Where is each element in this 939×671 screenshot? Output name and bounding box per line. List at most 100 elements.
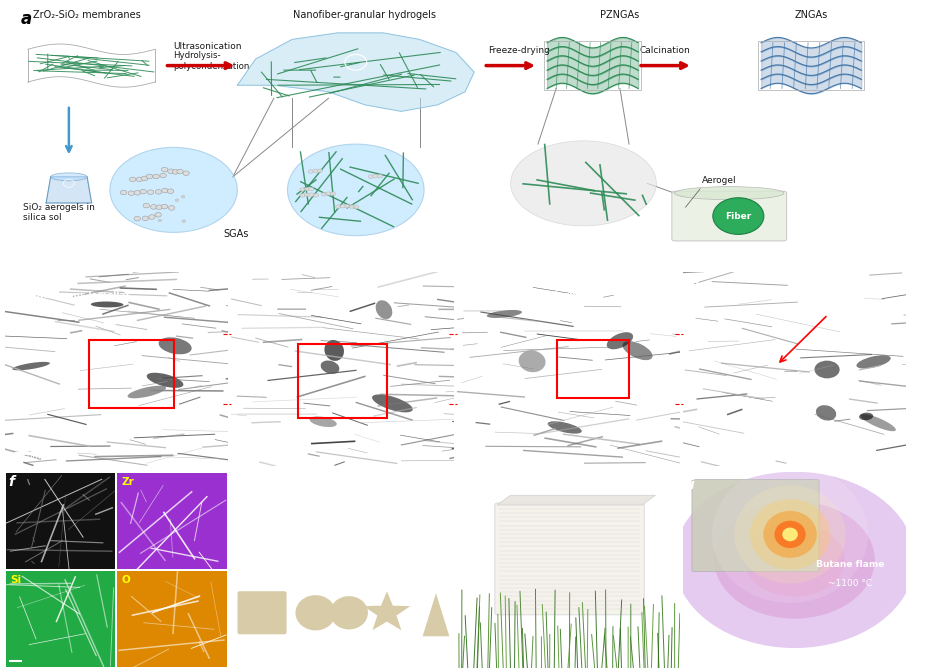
Circle shape bbox=[168, 205, 175, 210]
Ellipse shape bbox=[607, 332, 633, 350]
Ellipse shape bbox=[547, 421, 582, 433]
Polygon shape bbox=[423, 593, 450, 636]
Ellipse shape bbox=[859, 413, 873, 420]
Circle shape bbox=[313, 169, 318, 172]
Circle shape bbox=[775, 521, 806, 548]
Text: a: a bbox=[21, 10, 32, 28]
Circle shape bbox=[142, 216, 148, 221]
Ellipse shape bbox=[51, 173, 87, 180]
Circle shape bbox=[167, 189, 174, 193]
Circle shape bbox=[712, 466, 869, 603]
Circle shape bbox=[331, 192, 335, 195]
Circle shape bbox=[168, 169, 174, 174]
Text: Aerogel: Aerogel bbox=[701, 176, 736, 185]
Text: Hydrolysis-
polycondensation: Hydrolysis- polycondensation bbox=[174, 52, 250, 71]
Text: ZNGAs: ZNGAs bbox=[794, 10, 828, 20]
Text: Nanofiber-granular hydrogels: Nanofiber-granular hydrogels bbox=[293, 10, 437, 20]
Circle shape bbox=[162, 167, 168, 172]
Polygon shape bbox=[497, 495, 655, 505]
Circle shape bbox=[340, 204, 346, 208]
Polygon shape bbox=[46, 177, 92, 203]
Circle shape bbox=[326, 192, 331, 195]
Circle shape bbox=[309, 193, 314, 197]
Circle shape bbox=[750, 499, 830, 570]
Text: Calcination: Calcination bbox=[640, 46, 691, 54]
Circle shape bbox=[296, 595, 335, 631]
Circle shape bbox=[304, 187, 309, 191]
Circle shape bbox=[368, 175, 374, 178]
Bar bbox=[117, 570, 226, 667]
Text: Ultrasonication: Ultrasonication bbox=[174, 42, 242, 51]
Bar bbox=[6, 472, 115, 569]
Ellipse shape bbox=[372, 395, 413, 413]
Text: Si: Si bbox=[10, 574, 22, 584]
Circle shape bbox=[177, 169, 183, 174]
Text: Butane flame: Butane flame bbox=[816, 560, 885, 569]
Circle shape bbox=[354, 205, 359, 209]
Circle shape bbox=[155, 213, 162, 217]
Ellipse shape bbox=[110, 148, 238, 232]
Ellipse shape bbox=[159, 338, 192, 354]
Circle shape bbox=[162, 189, 168, 193]
Circle shape bbox=[763, 511, 817, 558]
Circle shape bbox=[321, 193, 327, 196]
Polygon shape bbox=[238, 33, 474, 111]
Text: i: i bbox=[690, 478, 695, 492]
Text: g: g bbox=[238, 478, 247, 492]
Circle shape bbox=[156, 205, 162, 209]
Text: f: f bbox=[8, 474, 14, 488]
Circle shape bbox=[136, 177, 143, 182]
Text: O: O bbox=[122, 574, 131, 584]
Circle shape bbox=[143, 203, 149, 208]
Circle shape bbox=[345, 204, 350, 208]
Polygon shape bbox=[363, 591, 410, 630]
Circle shape bbox=[150, 205, 157, 209]
Text: ~1100 °C: ~1100 °C bbox=[828, 580, 872, 588]
Circle shape bbox=[162, 204, 168, 209]
Ellipse shape bbox=[310, 417, 337, 427]
Circle shape bbox=[300, 193, 305, 197]
Circle shape bbox=[314, 193, 318, 197]
Text: SGAs: SGAs bbox=[223, 229, 249, 239]
Text: SGAs: SGAs bbox=[700, 291, 727, 300]
Ellipse shape bbox=[856, 355, 891, 368]
Circle shape bbox=[349, 205, 354, 209]
Bar bbox=[89, 340, 175, 408]
Text: 500 nm: 500 nm bbox=[692, 452, 724, 460]
Circle shape bbox=[160, 173, 166, 178]
Circle shape bbox=[335, 205, 341, 209]
Bar bbox=[298, 344, 387, 417]
Text: Ceramic aerogels with
various shapes: Ceramic aerogels with various shapes bbox=[284, 495, 401, 519]
Ellipse shape bbox=[287, 144, 424, 236]
Text: 10 μm: 10 μm bbox=[239, 452, 267, 460]
Circle shape bbox=[134, 216, 140, 221]
Text: 2 μm: 2 μm bbox=[466, 452, 487, 460]
Ellipse shape bbox=[146, 372, 183, 388]
Circle shape bbox=[734, 485, 846, 583]
Ellipse shape bbox=[674, 187, 784, 200]
Text: Fiber: Fiber bbox=[725, 211, 751, 221]
Ellipse shape bbox=[814, 360, 839, 378]
FancyBboxPatch shape bbox=[671, 191, 787, 241]
Ellipse shape bbox=[486, 310, 522, 318]
Ellipse shape bbox=[674, 472, 915, 648]
Text: d: d bbox=[464, 278, 473, 292]
FancyBboxPatch shape bbox=[495, 503, 644, 615]
Circle shape bbox=[153, 174, 160, 178]
FancyBboxPatch shape bbox=[238, 591, 286, 634]
Ellipse shape bbox=[376, 300, 393, 319]
Circle shape bbox=[146, 174, 153, 178]
Text: 50 μm: 50 μm bbox=[14, 452, 40, 460]
Bar bbox=[6, 570, 115, 667]
Circle shape bbox=[173, 170, 178, 174]
Ellipse shape bbox=[860, 414, 896, 431]
Text: ZrO₂-SiO₂ membranes: ZrO₂-SiO₂ membranes bbox=[33, 10, 141, 20]
Circle shape bbox=[377, 174, 382, 178]
Ellipse shape bbox=[745, 523, 845, 597]
Bar bbox=[557, 340, 628, 398]
Circle shape bbox=[713, 198, 763, 234]
Circle shape bbox=[330, 596, 368, 629]
Ellipse shape bbox=[623, 342, 653, 360]
Text: SiO₂ aerogels in
silica sol: SiO₂ aerogels in silica sol bbox=[23, 203, 95, 222]
Text: b: b bbox=[11, 278, 22, 292]
